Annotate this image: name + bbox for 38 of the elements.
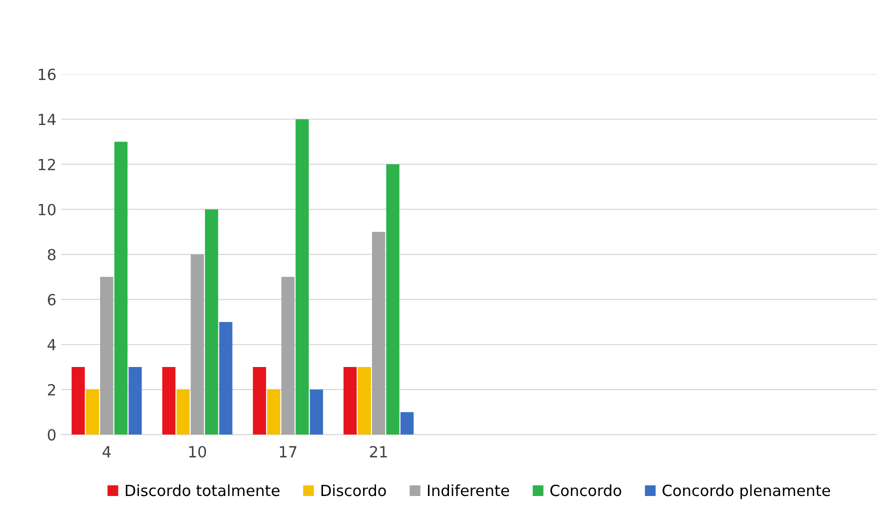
bar [344,367,357,435]
legend-label: Indiferente [428,484,509,496]
bar [204,209,218,435]
y-tick-label: 12 [38,158,55,170]
y-tick-label: 14 [38,114,56,126]
bar [400,412,414,435]
y-tick-label: 0 [48,429,56,441]
bar [100,276,114,435]
x-tick-label: 21 [370,446,387,458]
bar [386,164,400,435]
y-tick-label: 2 [48,384,55,396]
legend-label: Concordo [550,484,622,496]
bar [267,390,280,435]
y-tick-label: 16 [38,68,56,80]
y-tick-label: 4 [48,339,56,350]
legend-label: Discordo totalmente [126,484,280,496]
y-tick-label: 8 [48,248,56,260]
bar [219,322,232,435]
bar [128,367,142,435]
x-tick-label: 4 [102,446,111,458]
bar [310,390,324,435]
bar [281,276,295,435]
legend-label: Discordo [321,484,386,496]
y-tick-label: 6 [48,294,56,306]
bar [372,232,386,435]
bar [252,367,266,435]
x-tick-label: 10 [189,446,206,458]
bar [162,367,176,435]
x-tick-label: 17 [280,446,296,458]
bar [358,367,371,435]
bar [296,119,309,435]
bar [86,390,100,435]
bar [114,142,128,435]
legend-label: Concordo plenamente [662,484,830,500]
bar [190,254,204,435]
bar [72,367,85,435]
bar [176,390,190,435]
y-tick-label: 10 [38,204,56,216]
